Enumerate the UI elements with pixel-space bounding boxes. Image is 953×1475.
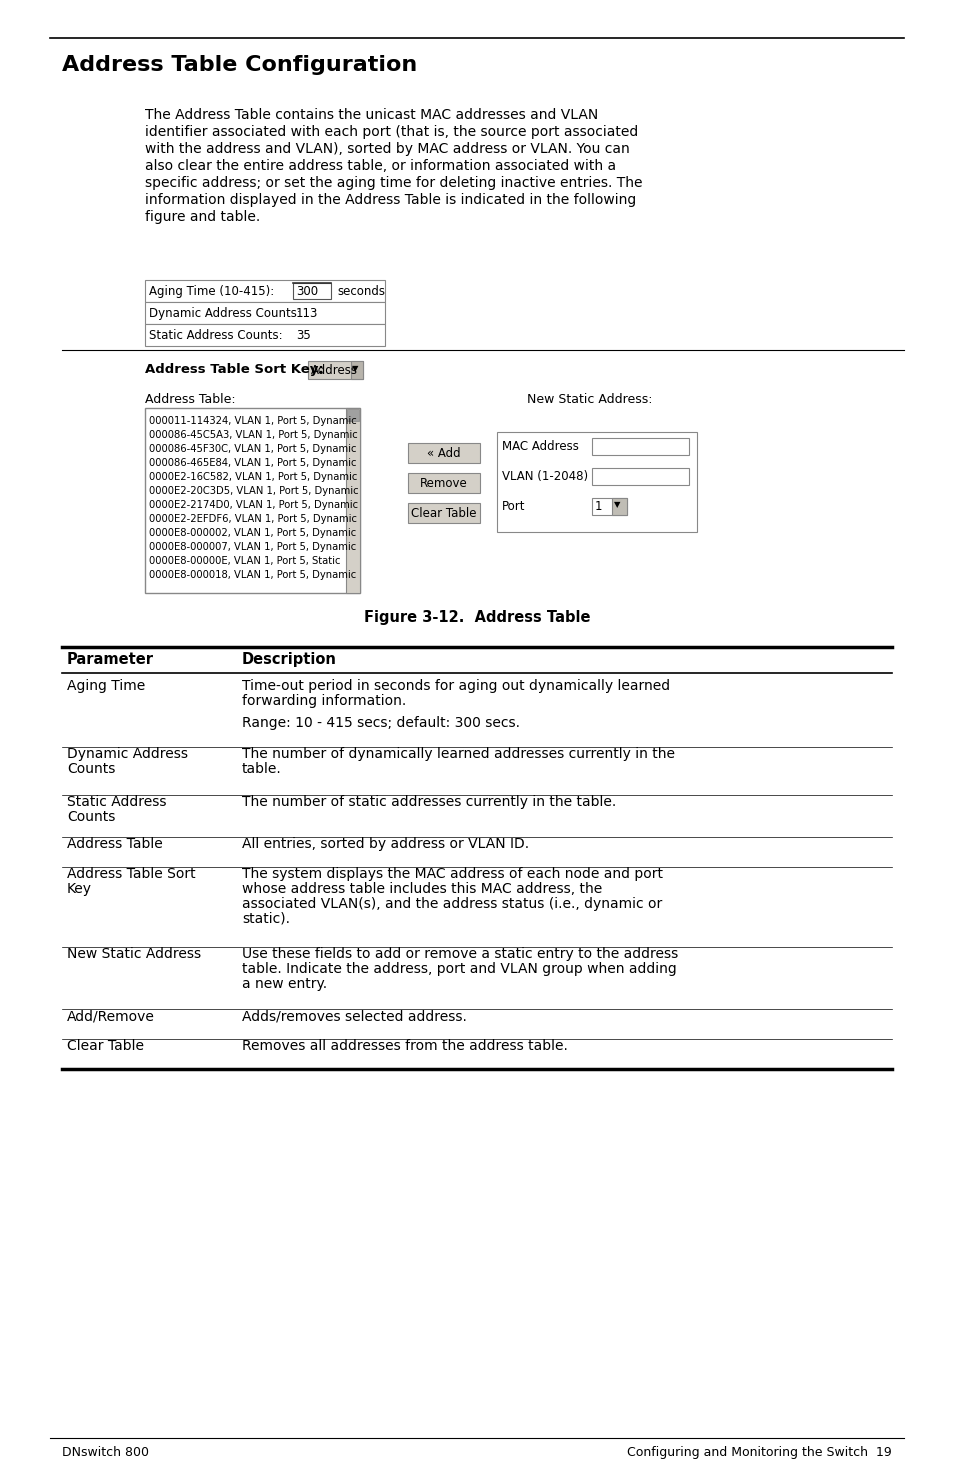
Text: Counts: Counts <box>67 810 115 825</box>
Text: seconds: seconds <box>336 285 385 298</box>
Text: MAC Address: MAC Address <box>501 440 578 453</box>
Text: Clear Table: Clear Table <box>411 507 476 521</box>
Bar <box>408 473 479 493</box>
Text: 300: 300 <box>295 285 317 298</box>
Text: Address Table Configuration: Address Table Configuration <box>62 55 416 75</box>
Bar <box>497 432 697 532</box>
Text: specific address; or set the aging time for deleting inactive entries. The: specific address; or set the aging time … <box>145 176 641 190</box>
Text: forwarding information.: forwarding information. <box>242 695 406 708</box>
Text: Time-out period in seconds for aging out dynamically learned: Time-out period in seconds for aging out… <box>242 678 669 693</box>
Text: information displayed in the Address Table is indicated in the following: information displayed in the Address Tab… <box>145 193 636 206</box>
Text: Aging Time: Aging Time <box>67 678 145 693</box>
Text: 0000E2-20C3D5, VLAN 1, Port 5, Dynamic: 0000E2-20C3D5, VLAN 1, Port 5, Dynamic <box>149 485 358 496</box>
Text: Dynamic Address: Dynamic Address <box>67 746 188 761</box>
Text: whose address table includes this MAC address, the: whose address table includes this MAC ad… <box>242 882 601 895</box>
Text: Removes all addresses from the address table.: Removes all addresses from the address t… <box>242 1038 567 1053</box>
Text: VLAN (1-2048): VLAN (1-2048) <box>501 471 587 482</box>
Text: Dynamic Address Counts:: Dynamic Address Counts: <box>149 307 300 320</box>
Text: 1: 1 <box>595 500 602 513</box>
Text: Port: Port <box>501 500 525 513</box>
Bar <box>145 409 359 593</box>
Text: Static Address Counts:: Static Address Counts: <box>149 329 282 342</box>
Text: 0000E2-2EFDF6, VLAN 1, Port 5, Dynamic: 0000E2-2EFDF6, VLAN 1, Port 5, Dynamic <box>149 513 356 524</box>
Text: ▼: ▼ <box>352 364 358 373</box>
Bar <box>308 361 363 379</box>
Text: Static Address: Static Address <box>67 795 167 808</box>
Text: Description: Description <box>242 652 336 667</box>
Text: Counts: Counts <box>67 763 115 776</box>
Text: 0000E8-00000E, VLAN 1, Port 5, Static: 0000E8-00000E, VLAN 1, Port 5, Static <box>149 556 340 566</box>
Text: The Address Table contains the unicast MAC addresses and VLAN: The Address Table contains the unicast M… <box>145 108 598 122</box>
Text: DNswitch 800: DNswitch 800 <box>62 1446 149 1459</box>
Text: Add/Remove: Add/Remove <box>67 1009 154 1024</box>
Text: New Static Address: New Static Address <box>67 947 201 962</box>
Bar <box>293 283 331 299</box>
Text: Clear Table: Clear Table <box>67 1038 144 1053</box>
Text: Adds/removes selected address.: Adds/removes selected address. <box>242 1009 466 1024</box>
Text: The number of dynamically learned addresses currently in the: The number of dynamically learned addres… <box>242 746 675 761</box>
Text: 0000E8-000007, VLAN 1, Port 5, Dynamic: 0000E8-000007, VLAN 1, Port 5, Dynamic <box>149 541 355 552</box>
Text: 000086-45F30C, VLAN 1, Port 5, Dynamic: 000086-45F30C, VLAN 1, Port 5, Dynamic <box>149 444 356 454</box>
Text: static).: static). <box>242 912 290 926</box>
Bar <box>145 324 385 347</box>
Text: associated VLAN(s), and the address status (i.e., dynamic or: associated VLAN(s), and the address stat… <box>242 897 661 912</box>
Text: 0000E2-16C582, VLAN 1, Port 5, Dynamic: 0000E2-16C582, VLAN 1, Port 5, Dynamic <box>149 472 357 482</box>
Bar <box>612 499 626 515</box>
Text: 0000E8-000018, VLAN 1, Port 5, Dynamic: 0000E8-000018, VLAN 1, Port 5, Dynamic <box>149 569 355 580</box>
Bar <box>145 302 385 324</box>
Bar <box>145 280 385 302</box>
Text: 000086-45C5A3, VLAN 1, Port 5, Dynamic: 000086-45C5A3, VLAN 1, Port 5, Dynamic <box>149 431 357 440</box>
Text: The number of static addresses currently in the table.: The number of static addresses currently… <box>242 795 616 808</box>
Text: also clear the entire address table, or information associated with a: also clear the entire address table, or … <box>145 159 616 173</box>
Text: with the address and VLAN), sorted by MAC address or VLAN. You can: with the address and VLAN), sorted by MA… <box>145 142 629 156</box>
Bar <box>592 468 688 485</box>
Text: Remove: Remove <box>419 476 467 490</box>
Text: 35: 35 <box>295 329 311 342</box>
Text: Address Table: Address Table <box>67 836 163 851</box>
Text: New Static Address:: New Static Address: <box>526 392 652 406</box>
Bar <box>346 409 359 593</box>
Text: Address Table Sort Key:: Address Table Sort Key: <box>145 363 323 376</box>
Bar <box>347 409 358 420</box>
Text: table.: table. <box>242 763 281 776</box>
Bar <box>592 499 626 515</box>
Text: 000011-114324, VLAN 1, Port 5, Dynamic: 000011-114324, VLAN 1, Port 5, Dynamic <box>149 416 356 426</box>
Text: Key: Key <box>67 882 91 895</box>
Text: ▼: ▼ <box>614 500 619 509</box>
Text: figure and table.: figure and table. <box>145 209 260 224</box>
Bar <box>408 442 479 463</box>
Text: Use these fields to add or remove a static entry to the address: Use these fields to add or remove a stat… <box>242 947 678 962</box>
Text: identifier associated with each port (that is, the source port associated: identifier associated with each port (th… <box>145 125 638 139</box>
Text: Address: Address <box>311 364 357 378</box>
Text: 000086-465E84, VLAN 1, Port 5, Dynamic: 000086-465E84, VLAN 1, Port 5, Dynamic <box>149 459 356 468</box>
Text: The system displays the MAC address of each node and port: The system displays the MAC address of e… <box>242 867 662 881</box>
Text: 0000E2-2174D0, VLAN 1, Port 5, Dynamic: 0000E2-2174D0, VLAN 1, Port 5, Dynamic <box>149 500 357 510</box>
Text: Configuring and Monitoring the Switch  19: Configuring and Monitoring the Switch 19 <box>626 1446 891 1459</box>
Bar <box>592 438 688 454</box>
Text: Address Table Sort: Address Table Sort <box>67 867 195 881</box>
Text: « Add: « Add <box>427 447 460 460</box>
Bar <box>351 361 363 379</box>
Text: Address Table:: Address Table: <box>145 392 235 406</box>
Text: All entries, sorted by address or VLAN ID.: All entries, sorted by address or VLAN I… <box>242 836 529 851</box>
Text: Figure 3-12.  Address Table: Figure 3-12. Address Table <box>363 611 590 625</box>
Text: 113: 113 <box>295 307 318 320</box>
Text: a new entry.: a new entry. <box>242 976 327 991</box>
Bar <box>408 503 479 524</box>
Text: Aging Time (10-415):: Aging Time (10-415): <box>149 285 274 298</box>
Text: table. Indicate the address, port and VLAN group when adding: table. Indicate the address, port and VL… <box>242 962 676 976</box>
Text: Range: 10 - 415 secs; default: 300 secs.: Range: 10 - 415 secs; default: 300 secs. <box>242 715 519 730</box>
Text: Parameter: Parameter <box>67 652 153 667</box>
Text: 0000E8-000002, VLAN 1, Port 5, Dynamic: 0000E8-000002, VLAN 1, Port 5, Dynamic <box>149 528 355 538</box>
